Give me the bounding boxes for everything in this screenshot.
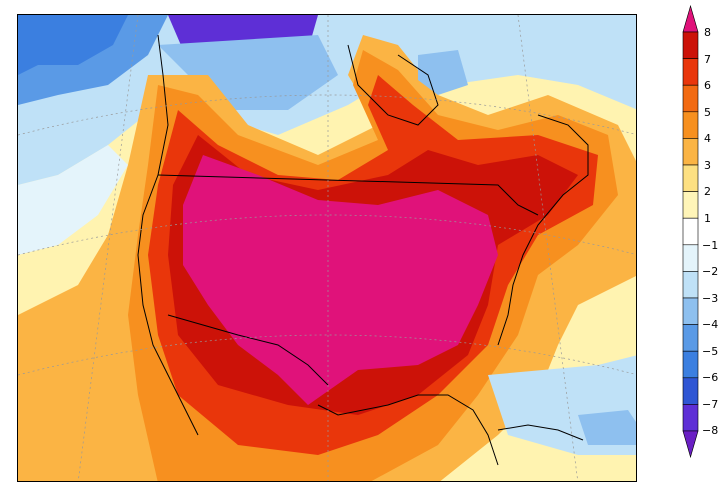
colorbar-band — [682, 84, 699, 113]
colorbar-band — [682, 164, 699, 192]
colorbar-band — [682, 271, 699, 299]
field-cold-west — [18, 145, 128, 255]
colorbar-label: 6 — [704, 79, 711, 92]
anomaly-map — [17, 14, 637, 482]
coastline-east — [497, 114, 589, 346]
colorbar-band — [682, 244, 699, 272]
colorbar-band — [682, 58, 699, 86]
colorbar-label: 2 — [704, 185, 711, 198]
colorbar-label: −7 — [702, 398, 718, 411]
colorbar-label: −5 — [702, 345, 718, 358]
field-magenta-core — [183, 155, 498, 405]
colorbar-label: −2 — [702, 265, 718, 278]
colorbar-band — [682, 31, 699, 59]
colorbar-top-arrow — [682, 4, 699, 33]
colorbar-band — [682, 404, 699, 432]
graticule-lon-3 — [517, 15, 579, 481]
colorbar-label: −1 — [702, 239, 718, 252]
colorbar-band — [682, 377, 699, 405]
hudson-bay — [347, 44, 439, 126]
colorbar-label: 8 — [704, 26, 711, 39]
coastline-west — [137, 34, 199, 436]
colorbar-label: 4 — [704, 132, 711, 145]
us-mexico-border — [167, 314, 329, 386]
field-deep-blue-northwest — [18, 15, 128, 75]
field-blue-north — [158, 35, 338, 110]
colorbar-band — [682, 324, 699, 352]
colorbar-band — [682, 111, 699, 139]
colorbar-band — [682, 191, 699, 219]
field-blue-caribbean — [578, 410, 636, 445]
colorbar-band — [682, 217, 699, 246]
colorbar-label: −3 — [702, 292, 718, 305]
colorbar-label: 3 — [704, 159, 711, 172]
colorbar-label: −8 — [702, 424, 718, 437]
colorbar-label: 1 — [704, 212, 711, 225]
colorbar: 8 7 6 5 4 3 2 1 −1 −2 −3 −4 −5 −6 −7 −8 — [682, 4, 718, 459]
colorbar-label: −4 — [702, 318, 718, 331]
colorbar-band — [682, 297, 699, 325]
colorbar-label: 5 — [704, 106, 711, 119]
graticule-lon-1 — [77, 15, 139, 481]
colorbar-labels: 8 7 6 5 4 3 2 1 −1 −2 −3 −4 −5 −6 −7 −8 — [702, 26, 718, 437]
colorbar-band — [682, 138, 699, 166]
colorbar-band — [682, 350, 699, 379]
map-canvas — [18, 15, 636, 481]
colorbar-bottom-arrow — [682, 430, 699, 459]
colorbar-label: −6 — [702, 371, 718, 384]
colorbar-bands — [682, 4, 699, 459]
coastline-gulf — [317, 394, 499, 466]
colorbar-label: 7 — [704, 53, 711, 66]
cuba — [497, 424, 584, 441]
graticule — [18, 15, 636, 481]
